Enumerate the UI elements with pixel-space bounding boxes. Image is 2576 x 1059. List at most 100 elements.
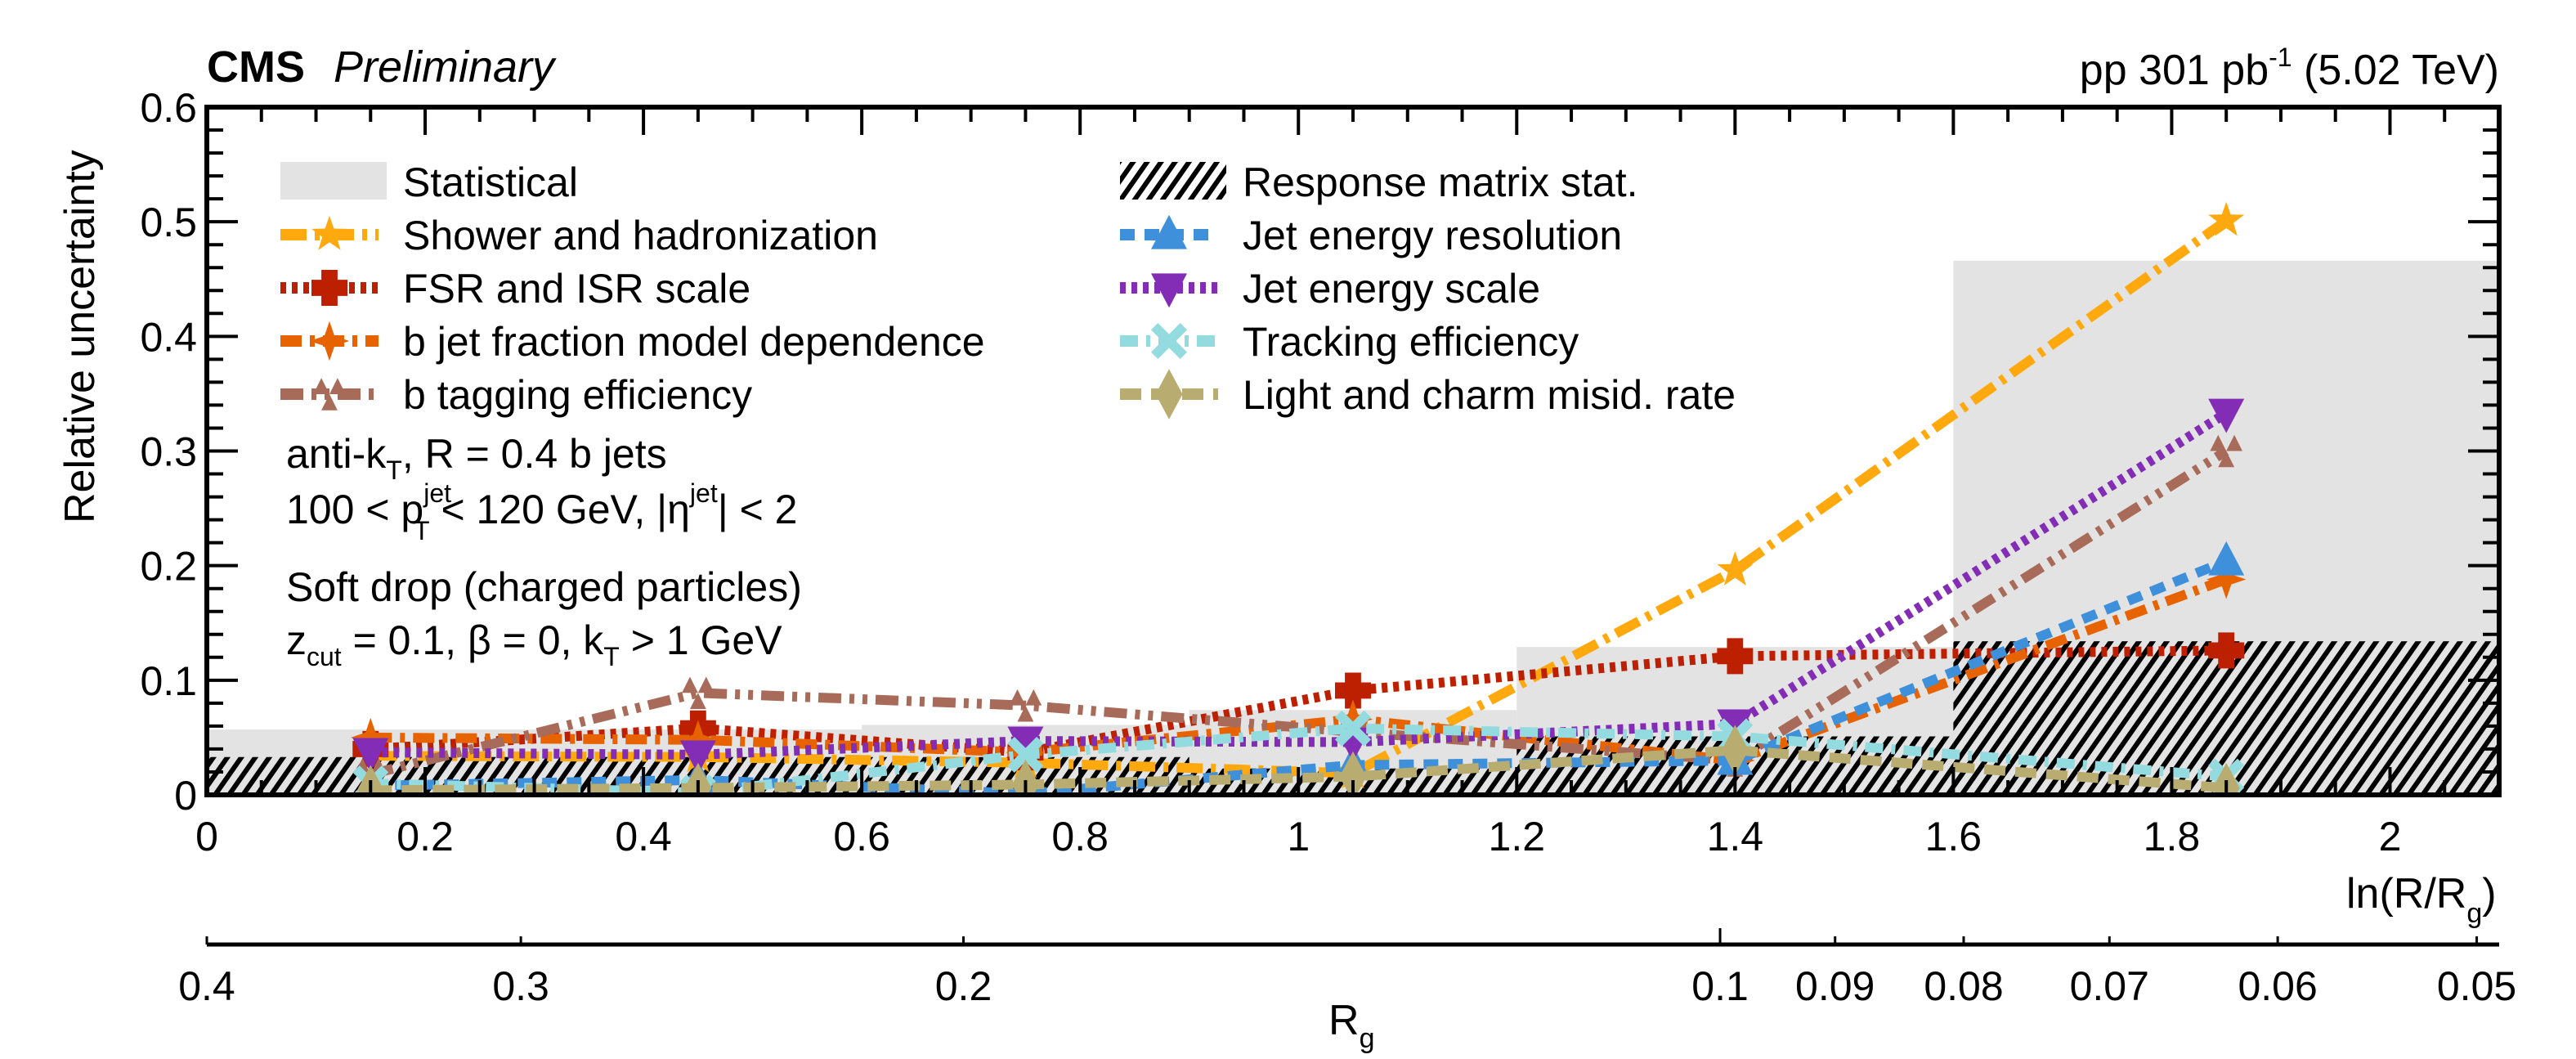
legend-item: Jet energy resolution: [1120, 213, 1622, 258]
y-tick-label: 0.4: [140, 314, 197, 360]
rg-axis-label-main: R: [1328, 997, 1360, 1044]
x-tick-label: 1.8: [2144, 814, 2201, 859]
data-point-marker: [682, 676, 715, 710]
axes-layer: 0 0.2 0.4 0.6 0.8 1 1.2 1.4 1.6 1.8 2 0 0.1 0.2 0.3 0.4…: [140, 85, 2501, 859]
x-tick-label: 2: [2379, 814, 2402, 859]
series-layer: [351, 201, 2247, 795]
legend-label: Tracking efficiency: [1243, 319, 1579, 365]
data-point-marker: [1011, 759, 1039, 795]
rg-axis: 0.4 0.3 0.2 0.1 0.09 0.08 0.07 0.06 0.05: [178, 928, 2516, 1009]
x-tick-label: 1.6: [1925, 814, 1982, 859]
rg-tick-label: 0.07: [2070, 963, 2149, 1009]
data-point-marker: [2208, 632, 2245, 669]
status-label: Preliminary: [334, 43, 557, 92]
legend-label: Jet energy resolution: [1243, 213, 1622, 258]
legend-swatch: [280, 162, 387, 200]
data-point-marker: [2208, 541, 2245, 576]
rg-axis-label-sub: g: [1360, 1023, 1375, 1054]
data-point-marker: [1717, 551, 1754, 586]
lumi-label: pp 301 pb-1 (5.02 TeV): [2080, 43, 2499, 94]
rg-tick-label: 0.4: [178, 963, 235, 1009]
rg-tick-label: 0.05: [2437, 963, 2516, 1009]
rg-tick-label: 0.08: [1924, 963, 2003, 1009]
legend-item: b tagging efficiency: [280, 372, 752, 418]
legend-marker: [309, 321, 350, 361]
data-point-marker: [1009, 689, 1042, 722]
legend-marker: [1155, 369, 1183, 420]
x-tick-label: 1.4: [1707, 814, 1764, 859]
annotation-pt: 100 < pjet T < 120 GeV, |ηjet| < 2: [286, 478, 797, 545]
annotation-zcut: zcut = 0.1, β = 0, kT > 1 GeV: [286, 617, 782, 671]
legend-marker: [1151, 323, 1187, 359]
x-axis-label-end: ): [2482, 870, 2496, 918]
data-point-marker: [1335, 672, 1371, 709]
annotation-block: anti-kT, R = 0.4 b jets 100 < pjet T < 12…: [286, 431, 802, 671]
data-point-marker: [1339, 751, 1367, 795]
lumi-prefix: pp 301 pb: [2080, 47, 2269, 94]
data-point-marker: [678, 720, 719, 760]
legend-label: Light and charm misid. rate: [1243, 372, 1736, 418]
y-tick-label: 0.1: [140, 658, 197, 704]
rg-tick-label: 0.2: [935, 963, 992, 1009]
data-point-marker: [2212, 762, 2240, 795]
rg-tick-label: 0.09: [1795, 963, 1875, 1009]
lumi-sup: -1: [2269, 43, 2292, 72]
data-point-marker: [1007, 736, 1044, 773]
y-axis-label: Relative uncertainty: [56, 150, 104, 523]
series-line: [370, 216, 2229, 779]
rg-tick-label: 0.3: [492, 963, 549, 1009]
rg-axis-label: Rg: [1328, 997, 1374, 1054]
x-tick-label: 0.6: [833, 814, 890, 859]
data-point-marker: [679, 740, 716, 775]
legend-swatch: [1120, 162, 1226, 200]
x-tick-label: 1: [1287, 814, 1310, 859]
legend-item: Jet energy scale: [1120, 266, 1540, 312]
legend-marker: [1151, 214, 1187, 249]
lumi-suffix: (5.02 TeV): [2292, 47, 2499, 94]
data-point-marker: [351, 717, 391, 758]
x-axis-label-main: ln(R/R: [2346, 870, 2466, 918]
legend-item: Tracking efficiency: [1120, 319, 1579, 365]
data-point-marker: [1717, 638, 1754, 675]
legend-label: b tagging efficiency: [403, 372, 752, 418]
experiment-label: CMS: [207, 43, 305, 92]
legend-label: FSR and ISR scale: [403, 266, 750, 312]
legend-item: b jet fraction model dependence: [280, 319, 985, 365]
x-axis-label-sub: g: [2466, 898, 2482, 929]
legend-item: Shower and hadronization: [280, 213, 878, 258]
legend-marker: [311, 270, 347, 306]
annotation-softdrop: Soft drop (charged particles): [286, 564, 802, 610]
legend-marker: [311, 215, 347, 250]
legend-marker: [1151, 273, 1187, 308]
x-tick-label: 0.2: [396, 814, 454, 859]
legend-label: Jet energy scale: [1243, 266, 1540, 312]
legend-item: FSR and ISR scale: [280, 266, 750, 312]
y-tick-label: 0.6: [140, 85, 197, 131]
data-point-marker: [1721, 725, 1749, 776]
data-point-marker: [352, 738, 389, 773]
data-point-marker: [684, 762, 712, 795]
x-tick-label: 1.2: [1489, 814, 1546, 859]
rg-tick-label: 0.06: [2238, 963, 2317, 1009]
y-tick-label: 0.2: [140, 544, 197, 590]
data-point-marker: [2208, 398, 2245, 433]
data-point-marker: [1007, 726, 1044, 761]
legend-label: Shower and hadronization: [403, 213, 878, 258]
data-point-marker: [356, 765, 384, 795]
x-tick-label: 0.4: [615, 814, 672, 859]
data-point-marker: [2206, 559, 2247, 599]
data-point-marker: [2208, 201, 2245, 236]
y-tick-label: 0.5: [140, 200, 197, 245]
legend-label: Response matrix stat.: [1243, 159, 1638, 205]
legend-item: Response matrix stat.: [1120, 159, 1638, 205]
legend-item: Light and charm misid. rate: [1120, 369, 1736, 420]
annotation-jets: anti-kT, R = 0.4 b jets: [286, 431, 667, 485]
legend: Statistical Shower and hadronization FSR a…: [280, 159, 1736, 420]
legend-label: b jet fraction model dependence: [403, 319, 985, 365]
legend-label: Statistical: [403, 159, 578, 205]
legend-item: Statistical: [280, 159, 578, 205]
legend-marker: [313, 378, 346, 411]
y-tick-label: 0.3: [140, 429, 197, 475]
y-tick-label: 0: [174, 773, 197, 819]
